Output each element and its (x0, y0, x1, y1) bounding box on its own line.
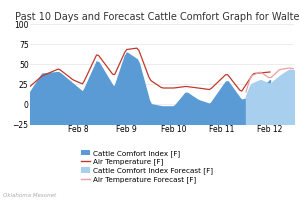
Text: Oklahoma Mesonet: Oklahoma Mesonet (3, 193, 56, 198)
Title: Past 10 Days and Forecast Cattle Comfort Graph for Walters: Past 10 Days and Forecast Cattle Comfort… (15, 12, 300, 22)
Legend: Cattle Comfort Index [F], Air Temperature [F], Cattle Comfort Index Forecast [F]: Cattle Comfort Index [F], Air Temperatur… (81, 150, 213, 183)
